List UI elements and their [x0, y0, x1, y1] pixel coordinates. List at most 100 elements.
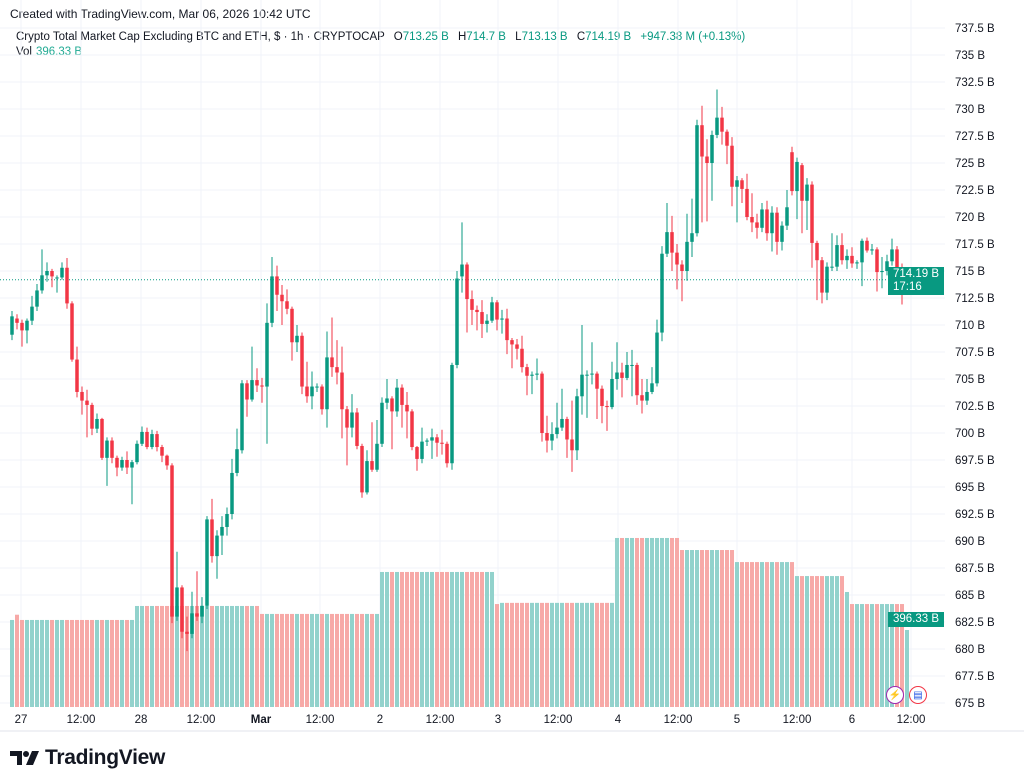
volume-bar	[810, 576, 814, 707]
volume-bar	[45, 619, 49, 707]
x-tick-label: Mar	[251, 714, 272, 726]
candle-body	[270, 276, 274, 323]
volume-bar	[320, 613, 324, 707]
candle-body	[895, 249, 899, 270]
candle-body	[575, 396, 579, 451]
candle-body	[625, 364, 629, 378]
volume-bar	[520, 602, 524, 707]
candle-body	[310, 386, 314, 397]
y-tick-label: 682.5 B	[955, 617, 995, 629]
candle-body	[80, 391, 84, 401]
us-flag-icon[interactable]: ▤	[909, 686, 927, 704]
volume-bar	[665, 537, 669, 707]
volume-bar	[310, 613, 314, 707]
candle-body	[480, 312, 484, 324]
volume-bar	[555, 602, 559, 707]
y-tick-label: 712.5 B	[955, 293, 995, 305]
y-tick-label: 697.5 B	[955, 455, 995, 467]
volume-bar	[220, 605, 224, 707]
volume-bar	[365, 613, 369, 707]
x-tick-label: 27	[15, 714, 28, 726]
volume-bar	[120, 619, 124, 707]
volume-bar	[755, 562, 759, 707]
volume-bar	[510, 602, 514, 707]
x-tick-label: 5	[734, 714, 740, 726]
volume-bar	[750, 562, 754, 707]
volume-bar	[625, 537, 629, 707]
y-tick-label: 717.5 B	[955, 239, 995, 251]
candle-body	[175, 587, 179, 617]
candle-body	[210, 519, 214, 557]
candle-body	[615, 372, 619, 379]
candle-body	[130, 462, 134, 468]
candle-body	[90, 404, 94, 429]
candle-body	[95, 418, 99, 429]
candle-body	[295, 335, 299, 343]
candle-body	[745, 188, 749, 217]
candle-body	[535, 373, 539, 375]
volume-bar	[690, 550, 694, 707]
candle-body	[225, 514, 229, 527]
tradingview-logo[interactable]: TradingView	[10, 746, 165, 770]
volume-bar	[400, 571, 404, 707]
volume-bar	[680, 550, 684, 707]
y-tick-label: 675 B	[955, 698, 985, 710]
volume-bar	[795, 576, 799, 707]
volume-bar	[285, 613, 289, 707]
volume-bar	[40, 619, 44, 707]
candle-body	[75, 359, 79, 392]
volume-bar	[760, 562, 764, 707]
candle-body	[420, 441, 424, 459]
candle-body	[755, 222, 759, 228]
candle-body	[330, 357, 334, 368]
volume-bar	[525, 602, 529, 707]
candle-body	[335, 367, 339, 373]
volume-bar	[115, 619, 119, 707]
volume-bar	[375, 613, 379, 707]
candle-body	[620, 372, 624, 378]
candle-body	[685, 241, 689, 271]
volume-bar	[190, 605, 194, 707]
volume-bar	[420, 571, 424, 707]
volume-bar	[600, 602, 604, 707]
volume-bar	[875, 604, 879, 707]
volume-bar	[515, 602, 519, 707]
candle-body	[780, 225, 784, 242]
volume-bar	[580, 602, 584, 707]
y-tick-label: 685 B	[955, 590, 985, 602]
credit-text: Created with TradingView.com, Mar 06, 20…	[10, 7, 311, 21]
volume-bar	[180, 605, 184, 707]
volume-bar	[685, 550, 689, 707]
volume-bar	[215, 605, 219, 707]
lightning-icon[interactable]: ⚡	[886, 686, 904, 704]
volume-bar	[100, 619, 104, 707]
volume-bar	[325, 613, 329, 707]
volume-bar	[380, 571, 384, 707]
volume-bar	[835, 576, 839, 707]
candlestick-chart[interactable]: 737.5 B 735 B 732.5 B 730 B 727.5 B 725 B 722.…	[0, 0, 1024, 740]
last-price-badge: 714.19 B 17:16	[887, 267, 944, 295]
candle-body	[560, 418, 564, 428]
volume-bar	[85, 619, 89, 707]
candle-body	[440, 442, 444, 444]
volume-bar	[150, 605, 154, 707]
volume-bar	[820, 576, 824, 707]
volume-bar	[130, 619, 134, 707]
volume-bar	[25, 619, 29, 707]
volume-bar	[700, 550, 704, 707]
candle-body	[125, 460, 129, 468]
candle-body	[455, 278, 459, 365]
volume-bar	[530, 602, 534, 707]
volume-bar	[780, 562, 784, 707]
volume-bar	[740, 562, 744, 707]
candle-body	[290, 308, 294, 343]
candle-body	[470, 299, 474, 310]
volume-bar	[505, 602, 509, 707]
candle-body	[590, 373, 594, 375]
candle-body	[20, 322, 24, 331]
candle-body	[490, 302, 494, 321]
candle-body	[790, 152, 794, 192]
volume-bar	[305, 613, 309, 707]
volume-bar	[890, 604, 894, 707]
candle-body	[555, 427, 559, 435]
